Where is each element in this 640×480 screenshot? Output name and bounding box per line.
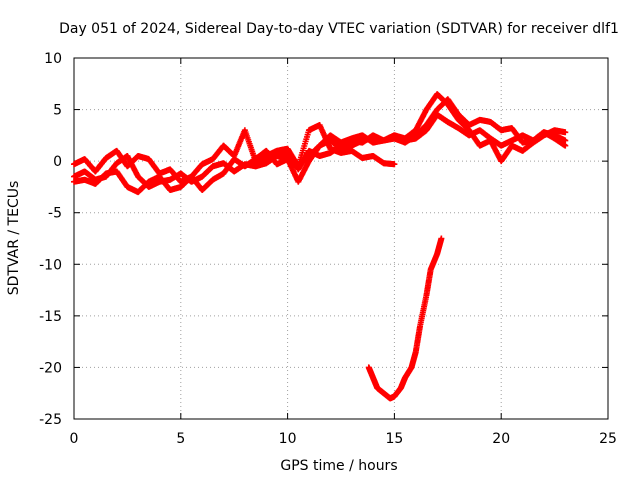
- x-axis-title: GPS time / hours: [280, 458, 397, 474]
- data-point: [562, 142, 569, 149]
- y-axis-title: SDTVAR / TECUs: [6, 181, 22, 296]
- x-tick-label: 20: [492, 431, 510, 447]
- y-tick-label: -15: [39, 309, 62, 325]
- y-tick-label: -25: [39, 412, 62, 428]
- x-tick-label: 15: [385, 431, 403, 447]
- x-tick-label: 5: [176, 431, 185, 447]
- data-point: [391, 161, 398, 168]
- y-tick-label: -5: [48, 206, 62, 222]
- series-track-5: [365, 235, 445, 402]
- data-series: [71, 91, 569, 402]
- y-tick-label: 5: [53, 103, 62, 119]
- y-tick-label: 10: [44, 51, 62, 67]
- x-tick-label: 25: [599, 431, 617, 447]
- axis-ticks: 0 5 10 15 20 25 -25 -20 -15 -10 -5 0 5 10: [39, 51, 617, 447]
- x-tick-label: 10: [279, 431, 297, 447]
- plot-frame: [73, 57, 609, 420]
- y-tick-label: -20: [39, 360, 62, 376]
- series-track-4: [252, 111, 569, 170]
- data-point: [438, 235, 445, 242]
- grid-lines: [74, 58, 608, 419]
- y-tick-label: 0: [53, 154, 62, 170]
- x-tick-label: 0: [70, 431, 79, 447]
- y-tick-label: -10: [39, 257, 62, 273]
- data-point: [562, 129, 569, 136]
- chart-title: Day 051 of 2024, Sidereal Day-to-day VTE…: [59, 21, 619, 37]
